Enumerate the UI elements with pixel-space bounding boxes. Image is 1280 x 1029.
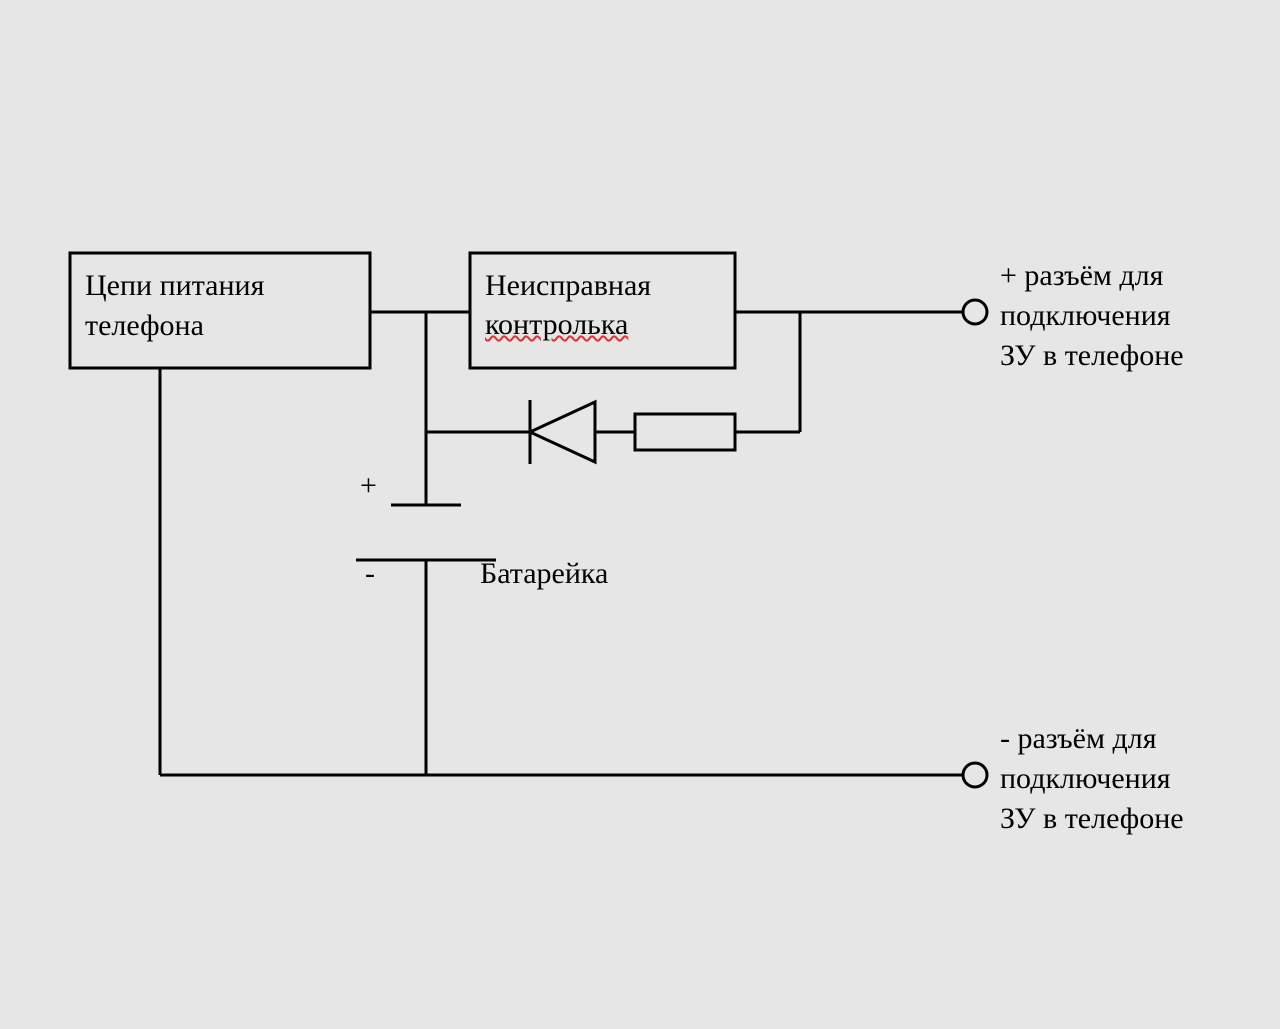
- block-control-label-2: контролька: [485, 308, 628, 341]
- terminal-minus-label-3: ЗУ в телефоне: [1000, 802, 1184, 835]
- block-power-label-1: Цепи питания: [85, 269, 265, 302]
- terminal-plus-label-3: ЗУ в телефоне: [1000, 339, 1184, 372]
- battery-plus-sign: +: [360, 469, 377, 502]
- terminal-plus-label-1: + разъём для: [1000, 259, 1164, 292]
- terminal-plus-label-2: подключения: [1000, 299, 1171, 332]
- diagram-background: [0, 0, 1280, 1024]
- block-power-label-2: телефона: [85, 309, 204, 342]
- terminal-minus-label-2: подключения: [1000, 762, 1171, 795]
- battery-label: Батарейка: [480, 557, 608, 590]
- terminal-minus-label-1: - разъём для: [1000, 722, 1157, 755]
- block-control-label-1: Неисправная: [485, 269, 651, 302]
- block-control-label-2-fo: контролька: [485, 308, 725, 348]
- battery-minus-sign: -: [365, 557, 375, 590]
